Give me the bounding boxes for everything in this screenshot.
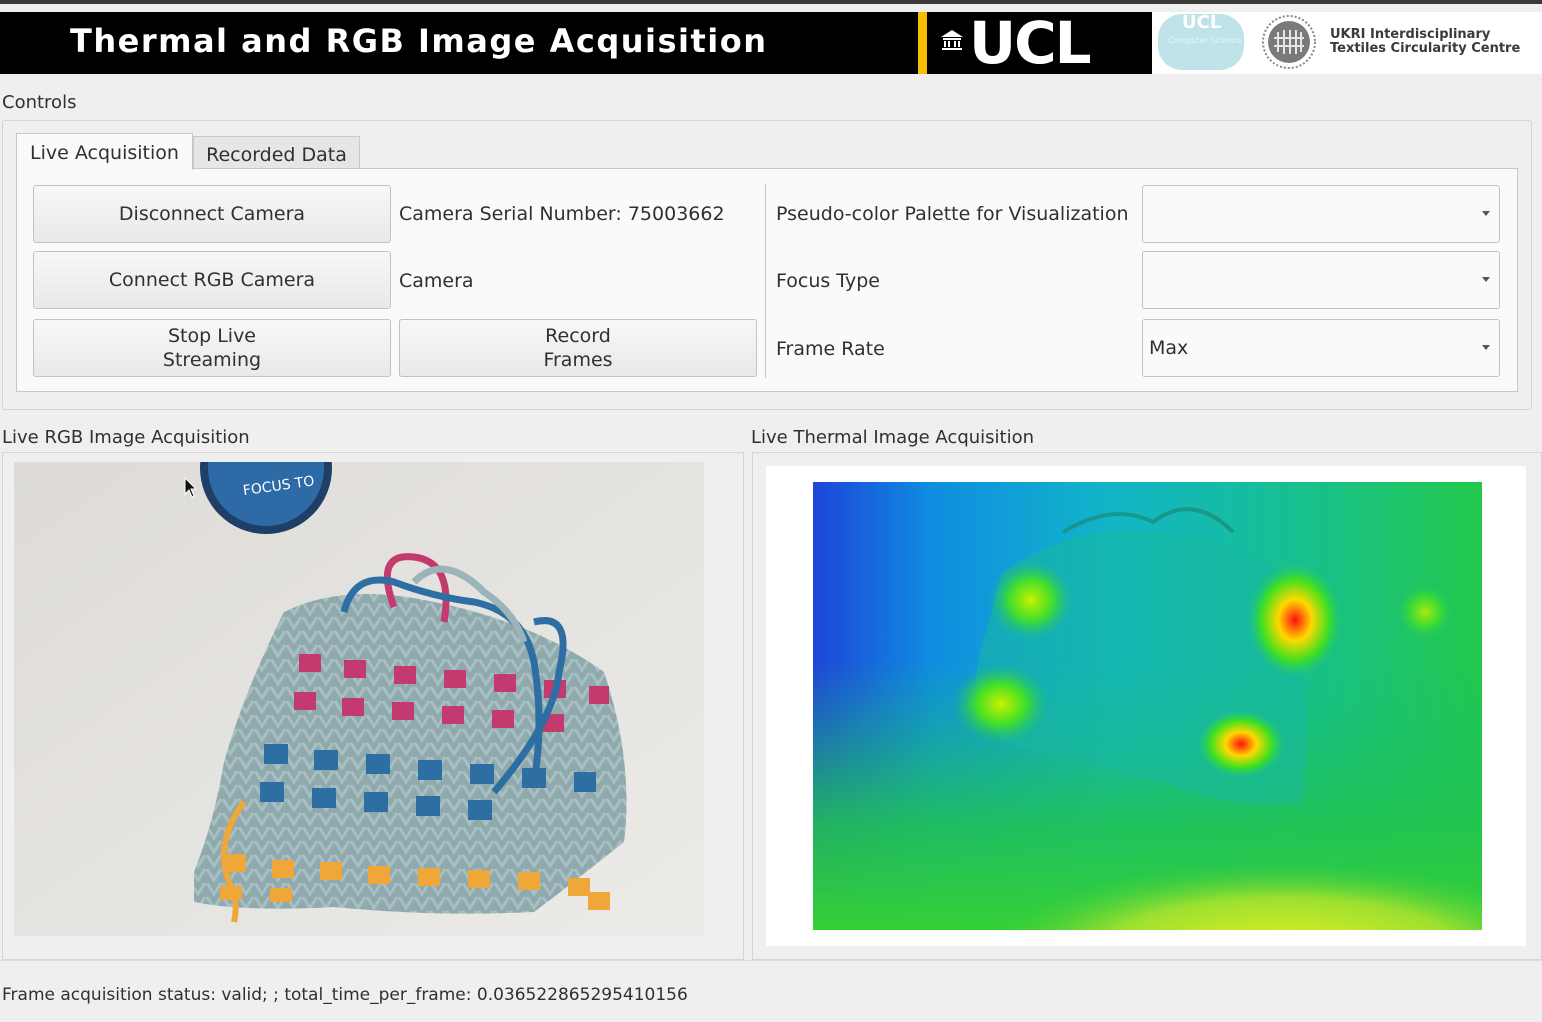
cs-logo-subtitle: Computer Science xyxy=(1168,36,1242,45)
rgb-live-image: FOCUS TO xyxy=(14,462,704,936)
ucl-portico-icon xyxy=(941,30,963,50)
controls-group xyxy=(2,120,1532,410)
frame-rate-select[interactable]: Max xyxy=(1142,319,1500,377)
frame-rate-select-value: Max xyxy=(1149,337,1189,359)
stop-stream-line-2: Streaming xyxy=(162,349,262,371)
disconnect-camera-button[interactable]: Disconnect Camera xyxy=(33,185,391,243)
header-banner: Thermal and RGB Image Acquisition UCL UC… xyxy=(0,12,1542,74)
record-line-1: Record xyxy=(545,325,611,347)
rgb-camera-label: Camera xyxy=(399,270,474,292)
record-frames-button[interactable]: Record Frames xyxy=(399,319,757,377)
chevron-down-icon xyxy=(1482,277,1490,282)
app-title: Thermal and RGB Image Acquisition xyxy=(70,22,768,60)
ukri-line-2: Textiles Circularity Centre xyxy=(1330,41,1521,56)
frame-status-text: Frame acquisition status: valid; ; total… xyxy=(2,985,688,1005)
cs-logo-wordmark: UCL xyxy=(1182,14,1222,33)
ukri-centre-name: UKRI Interdisciplinary Textiles Circular… xyxy=(1330,28,1520,56)
chevron-down-icon xyxy=(1482,211,1490,216)
thermal-heatmap-image xyxy=(813,482,1482,930)
computer-science-logo: UCL Computer Science xyxy=(1158,14,1244,70)
stop-stream-line-1: Stop Live xyxy=(167,325,257,347)
controls-divider xyxy=(765,184,766,378)
chevron-down-icon xyxy=(1482,345,1490,350)
frame-rate-label: Frame Rate xyxy=(776,338,885,360)
controls-label: Controls xyxy=(2,92,77,113)
stop-live-streaming-button[interactable]: Stop Live Streaming xyxy=(33,319,391,377)
rgb-panel xyxy=(2,452,744,960)
thermal-live-image xyxy=(813,482,1482,930)
ukri-emblem-icon xyxy=(1262,15,1316,69)
ucl-logo-text: UCL xyxy=(969,9,1092,77)
connect-rgb-camera-button[interactable]: Connect RGB Camera xyxy=(33,251,391,309)
banner-title-area: Thermal and RGB Image Acquisition xyxy=(0,12,918,74)
record-line-2: Frames xyxy=(543,349,613,371)
focus-type-select[interactable] xyxy=(1142,251,1500,309)
focus-type-label: Focus Type xyxy=(776,270,880,292)
window-top-border xyxy=(0,0,1542,4)
ukri-line-1: UKRI Interdisciplinary xyxy=(1330,27,1491,42)
palette-label: Pseudo-color Palette for Visualization xyxy=(776,203,1129,225)
knitted-fabric-image: FOCUS TO xyxy=(14,462,704,936)
palette-select[interactable] xyxy=(1142,185,1500,243)
tab-recorded-data[interactable]: Recorded Data xyxy=(193,136,360,169)
thermal-panel-label: Live Thermal Image Acquisition xyxy=(751,427,1035,448)
camera-serial-label: Camera Serial Number: 75003662 xyxy=(399,203,725,225)
mouse-pointer-icon xyxy=(184,477,198,498)
tab-live-acquisition[interactable]: Live Acquisition xyxy=(16,133,193,170)
status-separator xyxy=(0,960,1542,961)
rgb-panel-label: Live RGB Image Acquisition xyxy=(2,427,250,448)
ucl-gold-stripe xyxy=(918,12,927,74)
ucl-logo: UCL xyxy=(927,12,1152,74)
